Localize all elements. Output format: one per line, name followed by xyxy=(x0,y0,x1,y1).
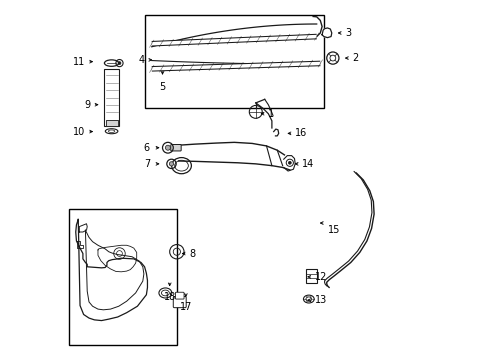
Text: 12: 12 xyxy=(315,272,327,282)
FancyBboxPatch shape xyxy=(175,292,184,299)
Text: 8: 8 xyxy=(190,248,196,258)
Text: 11: 11 xyxy=(73,57,85,67)
Text: 4: 4 xyxy=(139,55,145,65)
Text: 13: 13 xyxy=(315,295,327,305)
Bar xyxy=(104,69,119,126)
Text: 6: 6 xyxy=(144,143,150,153)
Text: 18: 18 xyxy=(164,292,176,302)
FancyBboxPatch shape xyxy=(171,144,181,151)
Circle shape xyxy=(170,162,173,166)
Polygon shape xyxy=(274,129,279,136)
Text: 7: 7 xyxy=(144,159,150,169)
Text: 2: 2 xyxy=(353,53,359,63)
Bar xyxy=(145,15,324,108)
Bar xyxy=(306,269,317,283)
Circle shape xyxy=(166,145,171,150)
Polygon shape xyxy=(322,28,332,38)
Bar xyxy=(69,209,177,345)
Text: 17: 17 xyxy=(180,302,192,312)
Text: 10: 10 xyxy=(73,127,85,136)
Text: 3: 3 xyxy=(345,28,351,38)
Text: 1: 1 xyxy=(269,109,274,119)
Circle shape xyxy=(118,62,121,64)
Text: 5: 5 xyxy=(159,82,166,92)
Circle shape xyxy=(289,161,291,164)
FancyBboxPatch shape xyxy=(173,297,186,308)
Text: 15: 15 xyxy=(327,225,340,235)
Text: 9: 9 xyxy=(85,100,91,110)
Text: 14: 14 xyxy=(302,159,315,169)
Bar xyxy=(105,120,118,126)
Text: 16: 16 xyxy=(295,129,307,138)
